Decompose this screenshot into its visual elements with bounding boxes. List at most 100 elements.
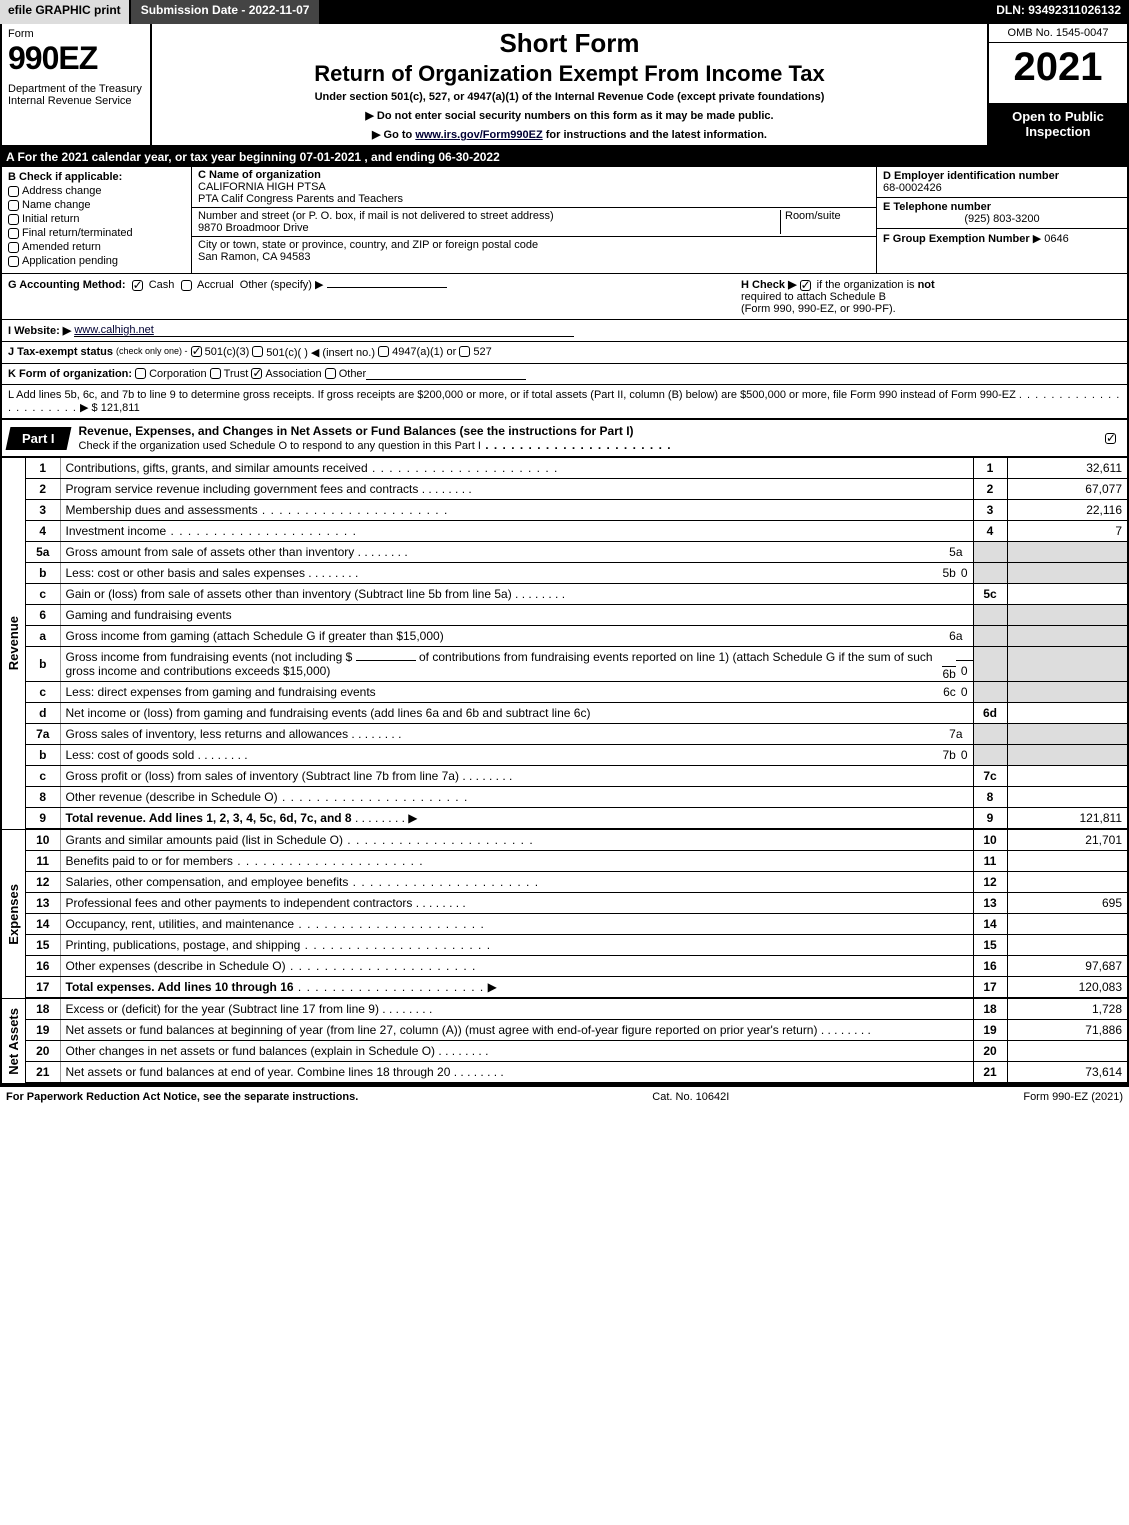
cb-other-org[interactable]: [325, 368, 336, 379]
cb-schedule-b[interactable]: [800, 280, 811, 291]
return-title: Return of Organization Exempt From Incom…: [162, 61, 977, 87]
amt-7a: [963, 724, 973, 744]
short-form-title: Short Form: [162, 28, 977, 59]
d-label: D Employer identification number: [883, 170, 1059, 182]
top-bar: efile GRAPHIC print Submission Date - 20…: [0, 0, 1129, 24]
section-bcdef: B Check if applicable: Address change Na…: [0, 167, 1129, 274]
f-group-row: F Group Exemption Number ▶ 0646: [877, 229, 1127, 248]
revenue-table: 1Contributions, gifts, grants, and simil…: [26, 458, 1127, 829]
revenue-section: Revenue 1Contributions, gifts, grants, a…: [0, 458, 1129, 829]
tax-year: 2021: [989, 43, 1127, 103]
row-k-form-org: K Form of organization: Corporation Trus…: [0, 364, 1129, 385]
amt-7c: [1007, 766, 1127, 787]
h-schedule-b: H Check ▶ if the organization is not req…: [741, 278, 1121, 315]
group-exemption-value: 0646: [1044, 233, 1068, 245]
cb-501c3[interactable]: [191, 346, 202, 357]
form-header: Form 990EZ Department of the Treasury In…: [0, 24, 1129, 147]
part-i-tab: Part I: [6, 427, 71, 450]
c-name-label: C Name of organization: [198, 169, 321, 181]
under-section: Under section 501(c), 527, or 4947(a)(1)…: [162, 91, 977, 103]
amt-6a: [963, 626, 973, 646]
amt-13: 695: [1007, 893, 1127, 914]
amt-20: [1007, 1041, 1127, 1062]
other-specify-input[interactable]: [327, 287, 447, 288]
ssn-note: ▶ Do not enter social security numbers o…: [162, 109, 977, 122]
header-right: OMB No. 1545-0047 2021 Open to Public In…: [987, 24, 1127, 145]
irs-link[interactable]: www.irs.gov/Form990EZ: [415, 129, 542, 141]
amt-4: 7: [1007, 521, 1127, 542]
c-addr-row: Number and street (or P. O. box, if mail…: [192, 208, 876, 237]
amt-19: 71,886: [1007, 1020, 1127, 1041]
cb-corp[interactable]: [135, 368, 146, 379]
org-city: San Ramon, CA 94583: [198, 251, 311, 263]
cb-address-change[interactable]: Address change: [8, 185, 185, 197]
omb-number: OMB No. 1545-0047: [989, 24, 1127, 43]
cb-cash[interactable]: [132, 280, 143, 291]
net-assets-table: 18Excess or (deficit) for the year (Subt…: [26, 999, 1127, 1083]
amt-16: 97,687: [1007, 956, 1127, 977]
e-label: E Telephone number: [883, 201, 991, 213]
6b-contrib-input[interactable]: [356, 660, 416, 661]
amt-21: 73,614: [1007, 1062, 1127, 1083]
cb-initial-return[interactable]: Initial return: [8, 213, 185, 225]
amt-2: 67,077: [1007, 479, 1127, 500]
row-g-accounting: G Accounting Method: Cash Accrual Other …: [0, 274, 1129, 320]
footer-cat-no: Cat. No. 10642I: [358, 1091, 1023, 1103]
page-footer: For Paperwork Reduction Act Notice, see …: [0, 1085, 1129, 1107]
e-phone-row: E Telephone number (925) 803-3200: [877, 198, 1127, 229]
d-ein-row: D Employer identification number 68-0002…: [877, 167, 1127, 198]
website-link[interactable]: www.calhigh.net: [74, 324, 574, 337]
footer-form-no: Form 990-EZ (2021): [1023, 1091, 1123, 1103]
other-org-input[interactable]: [366, 368, 526, 380]
cb-527[interactable]: [459, 346, 470, 357]
row-i-website: I Website: ▶ www.calhigh.net: [0, 320, 1129, 342]
l-text: L Add lines 5b, 6c, and 7b to line 9 to …: [8, 389, 1016, 401]
org-address: 9870 Broadmoor Drive: [198, 222, 309, 234]
goto-post: for instructions and the latest informat…: [543, 129, 767, 141]
open-public: Open to Public Inspection: [989, 103, 1127, 145]
c-addr-label: Number and street (or P. O. box, if mail…: [198, 210, 554, 222]
cb-501c[interactable]: [252, 346, 263, 357]
amt-11: [1007, 851, 1127, 872]
amt-18: 1,728: [1007, 999, 1127, 1020]
amt-14: [1007, 914, 1127, 935]
form-number: 990EZ: [8, 40, 144, 77]
room-suite-label: Room/suite: [780, 210, 870, 234]
row-a-tax-year: A For the 2021 calendar year, or tax yea…: [0, 147, 1129, 167]
c-name-row: C Name of organization CALIFORNIA HIGH P…: [192, 167, 876, 208]
form-word: Form: [8, 28, 144, 40]
cb-application-pending[interactable]: Application pending: [8, 255, 185, 267]
cb-trust[interactable]: [210, 368, 221, 379]
amt-10: 21,701: [1007, 830, 1127, 851]
amt-8: [1007, 787, 1127, 808]
efile-label[interactable]: efile GRAPHIC print: [0, 0, 131, 24]
goto-pre: ▶ Go to: [372, 129, 415, 141]
c-city-label: City or town, state or province, country…: [198, 239, 538, 251]
net-assets-section: Net Assets 18Excess or (deficit) for the…: [0, 998, 1129, 1085]
part-i-title: Revenue, Expenses, and Changes in Net As…: [69, 420, 1105, 456]
cb-final-return[interactable]: Final return/terminated: [8, 227, 185, 239]
cb-name-change[interactable]: Name change: [8, 199, 185, 211]
expenses-table: 10Grants and similar amounts paid (list …: [26, 830, 1127, 998]
i-label: I Website: ▶: [8, 324, 71, 337]
amt-3: 22,116: [1007, 500, 1127, 521]
amt-7b: 0: [956, 745, 973, 765]
cb-accrual[interactable]: [181, 280, 192, 291]
j-label: J Tax-exempt status: [8, 346, 113, 359]
g-label: G Accounting Method:: [8, 279, 126, 291]
cb-assoc[interactable]: [251, 368, 262, 379]
part-i-checkbox[interactable]: [1105, 431, 1127, 445]
phone-value: (925) 803-3200: [883, 213, 1121, 225]
org-name-2: PTA Calif Congress Parents and Teachers: [198, 193, 403, 205]
f-arrow: ▶: [1033, 233, 1041, 245]
amt-5b: 0: [956, 563, 973, 583]
row-l-gross-receipts: L Add lines 5b, 6c, and 7b to line 9 to …: [0, 385, 1129, 419]
part-i-header: Part I Revenue, Expenses, and Changes in…: [0, 419, 1129, 458]
amt-17: 120,083: [1007, 977, 1127, 998]
col-def: D Employer identification number 68-0002…: [877, 167, 1127, 273]
footer-left: For Paperwork Reduction Act Notice, see …: [6, 1091, 358, 1103]
header-mid: Short Form Return of Organization Exempt…: [152, 24, 987, 145]
cb-4947[interactable]: [378, 346, 389, 357]
cb-amended[interactable]: Amended return: [8, 241, 185, 253]
dept-treasury: Department of the Treasury Internal Reve…: [8, 83, 144, 107]
